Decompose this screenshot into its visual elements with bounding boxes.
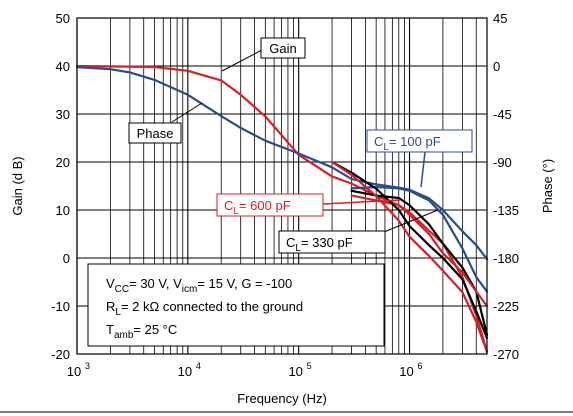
y2-tick-labels: 45 0 -45 -90 -135 -180 -225 -270 (493, 11, 519, 362)
y-tick-label: 30 (56, 107, 70, 122)
cl100-label: CL= 100 pF (374, 134, 441, 153)
conditions-line-2: RL= 2 kΩ connected to the ground (106, 299, 303, 318)
y-tick-labels: 50 40 30 20 10 0 -10 -20 (51, 11, 70, 362)
conditions-frame (87, 263, 385, 347)
cl330-value: = 330 pF (301, 235, 353, 250)
y2-axis-label: Phase (°) (540, 159, 555, 213)
y-tick-label: 0 (63, 251, 70, 266)
series-line-7 (330, 160, 489, 353)
y2-tick-label: 45 (493, 11, 507, 26)
cl100-label-box (366, 129, 473, 153)
gain-label-box (260, 37, 306, 59)
plot-frame (76, 17, 488, 355)
cl100-leader (420, 151, 426, 188)
gain-label: Gain (269, 41, 296, 56)
y2-tick-label: -135 (493, 203, 519, 218)
cl100-value: = 100 pF (389, 134, 441, 149)
gain-annotation: Gain (221, 37, 306, 72)
conditions-line-1: VCC= 30 V, Vicm= 15 V, G = -100 (106, 276, 292, 295)
x-tick-exponent: 5 (307, 361, 312, 371)
cl600-sub: L (233, 206, 239, 217)
phase-label-box (128, 122, 182, 144)
x-tick-exponent: 3 (85, 361, 90, 371)
cl600-value: = 600 pF (239, 198, 291, 213)
phase-annotation: Phase (128, 102, 203, 144)
cl600-label: CL= 600 pF (224, 198, 291, 217)
x-tick-exponent: 4 (196, 361, 201, 371)
x-tick-labels: 10 3 10 4 10 5 10 6 (67, 361, 423, 379)
conditions-line-3: Tamb= 25 °C (106, 322, 177, 341)
x-tick-label: 10 (399, 364, 413, 379)
y-tick-label: 50 (56, 11, 70, 26)
cl330-label-box (278, 230, 386, 254)
data-series (75, 64, 489, 353)
cl100-c: C (374, 134, 383, 149)
series-line-2 (75, 66, 489, 261)
x-axis-label: Frequency (Hz) (237, 391, 327, 406)
cl330-c: C (286, 235, 295, 250)
y2-tick-label: -45 (493, 107, 512, 122)
gain-leader (221, 49, 263, 72)
cl330-annotation: CL= 330 pF (278, 209, 439, 254)
series-line-3 (350, 185, 489, 293)
cl600-leader (322, 199, 401, 205)
y2-tick-label: 0 (493, 59, 500, 74)
x-tick-label: 10 (67, 364, 81, 379)
cl600-label-box (216, 193, 324, 217)
cl600-c: C (224, 198, 233, 213)
y-tick-label: 40 (56, 59, 70, 74)
y-axis-label: Gain (d B) (10, 156, 25, 215)
cl330-leader (383, 209, 439, 233)
series-line-1 (75, 64, 489, 353)
cl600-annotation: CL= 600 pF (216, 193, 401, 217)
y2-tick-label: -90 (493, 155, 512, 170)
conditions-box: VCC= 30 V, Vicm= 15 V, G = -100 RL= 2 kΩ… (87, 263, 385, 347)
x-tick-exponent: 6 (418, 361, 423, 371)
y-tick-label: -20 (51, 347, 70, 362)
x-tick-label: 10 (288, 364, 302, 379)
cl330-sub: L (295, 243, 301, 254)
cl100-annotation: CL= 100 pF (366, 129, 473, 188)
series-line-6 (330, 160, 489, 340)
phase-leader (171, 102, 203, 123)
x-tick-label: 10 (178, 364, 192, 379)
y2-tick-label: -225 (493, 299, 519, 314)
y2-tick-label: -270 (493, 347, 519, 362)
series-line-5 (350, 194, 489, 308)
phase-label: Phase (137, 126, 174, 141)
cl330-label: CL= 330 pF (286, 235, 353, 254)
cl100-sub: L (383, 142, 389, 153)
y-tick-label: -10 (51, 299, 70, 314)
y-tick-label: 20 (56, 155, 70, 170)
y-tick-label: 10 (56, 203, 70, 218)
y2-tick-label: -180 (493, 251, 519, 266)
